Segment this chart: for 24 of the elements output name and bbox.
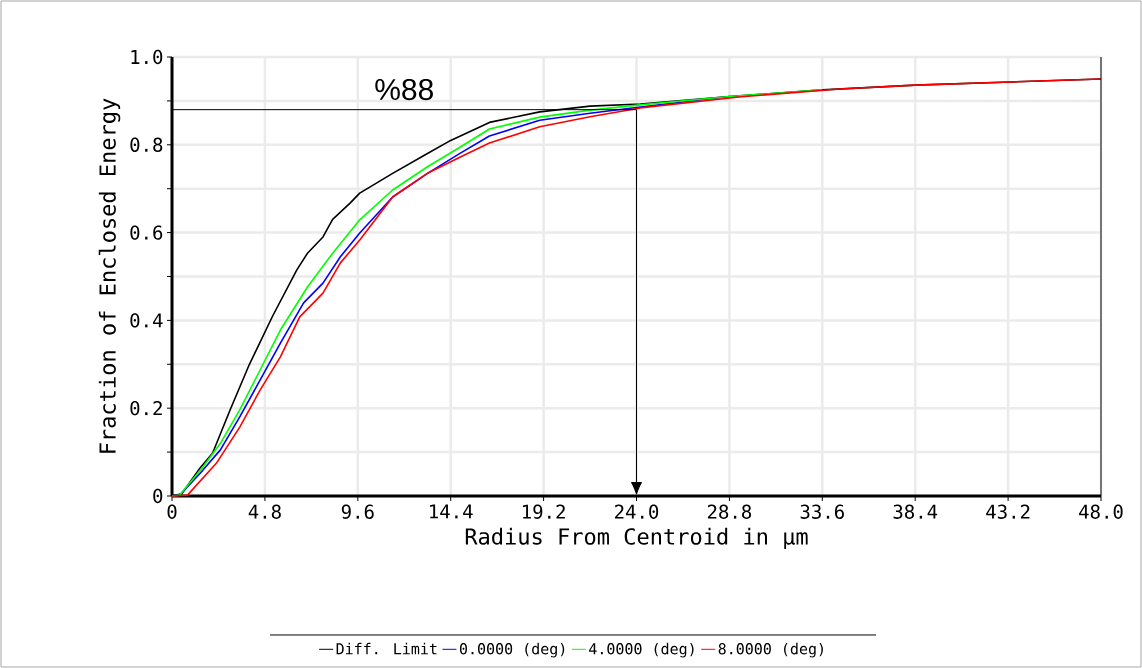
x-tick-label: 14.4 xyxy=(430,504,473,519)
x-tick-label: 43.2 xyxy=(986,504,1030,519)
x-tick-label: 48.0 xyxy=(1079,504,1123,519)
y-tick-label: 0.2 xyxy=(130,401,162,416)
legend-label: 0.0000 (deg) xyxy=(459,642,565,658)
x-tick-label: 4.8 xyxy=(248,504,281,519)
x-axis-title: Radius From Centroid in µm xyxy=(465,527,808,550)
y-tick-label: 1.0 xyxy=(131,49,163,65)
legend-label: Diff. Limit xyxy=(336,642,437,655)
x-tick-label: 38.4 xyxy=(893,504,938,519)
x-tick-label: 9.6 xyxy=(341,504,374,519)
legend-label: 8.0000 (deg) xyxy=(718,642,823,658)
x-tick-label: 0 xyxy=(167,504,177,519)
y-tick-label: 0.4 xyxy=(130,313,163,328)
y-tick-label: 0 xyxy=(153,488,163,504)
x-tick-label: 28.8 xyxy=(707,504,752,519)
ref-line-label: %88 xyxy=(375,78,433,101)
y-axis-title: Fraction of Enclosed Energy xyxy=(98,98,121,453)
y-tick-label: 0.6 xyxy=(130,225,163,240)
x-tick-label: 24.0 xyxy=(615,504,659,519)
x-tick-label: 19.2 xyxy=(523,504,565,519)
y-tick-label: 0.8 xyxy=(130,137,163,152)
x-tick-label: 33.6 xyxy=(800,504,844,519)
legend-label: 4.0000 (deg) xyxy=(589,642,694,658)
